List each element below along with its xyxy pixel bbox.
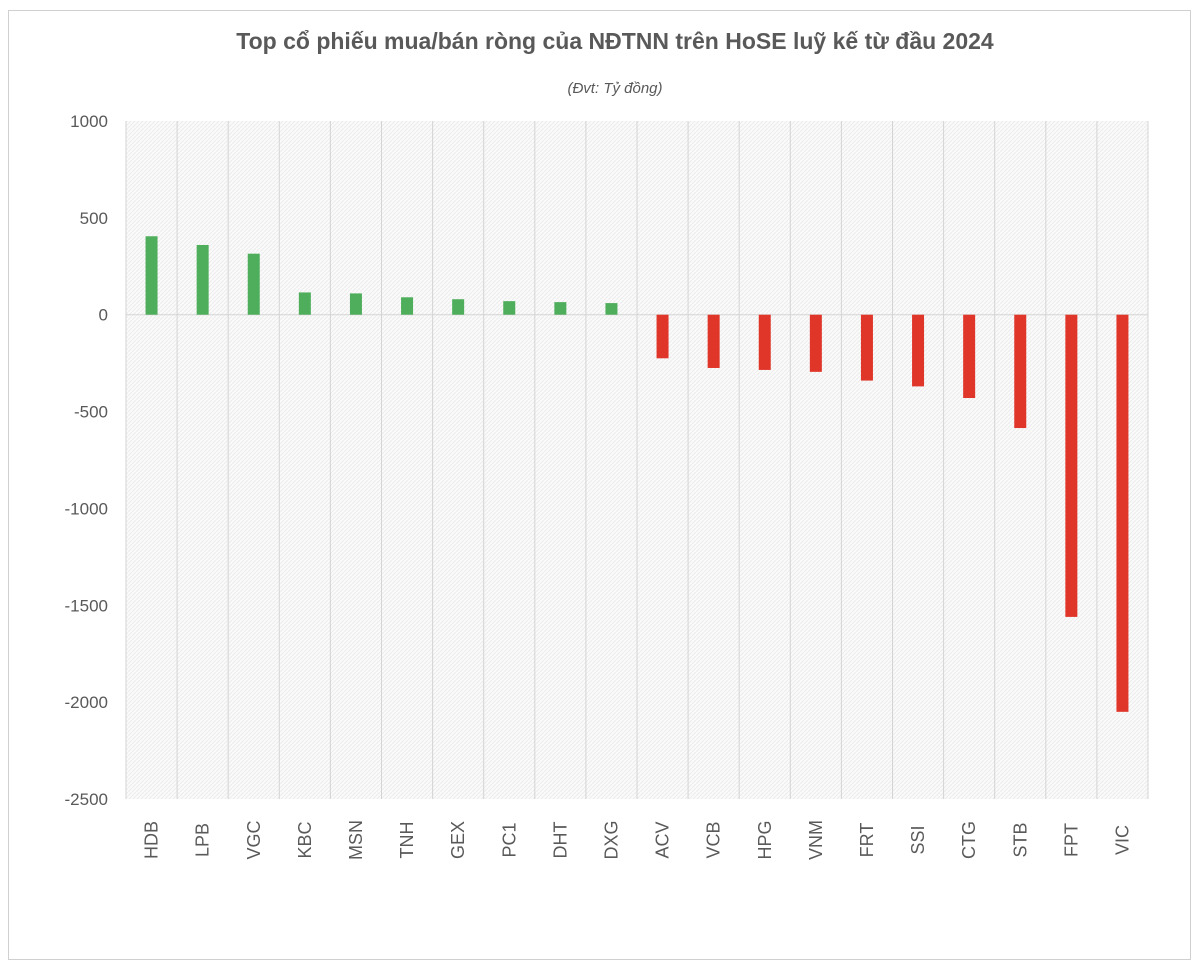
x-tick-label: FRT: [857, 823, 877, 858]
chart-title: Top cổ phiếu mua/bán ròng của NĐTNN trên…: [236, 28, 994, 54]
x-tick-label: KBC: [295, 821, 315, 858]
x-tick-label: HPG: [755, 820, 775, 859]
x-tick-label: LPB: [193, 823, 213, 857]
bar-gex: [452, 299, 465, 315]
x-tick-label: SSI: [908, 825, 928, 854]
bar-stb: [1014, 314, 1027, 429]
bar-frt: [860, 314, 873, 381]
bar-kbc: [298, 292, 311, 315]
y-tick-label: -500: [74, 403, 108, 422]
x-tick-label: CTG: [959, 821, 979, 859]
bar-ssi: [912, 314, 925, 387]
x-tick-label: ACV: [653, 821, 673, 858]
bar-acv: [656, 314, 669, 359]
bar-hpg: [758, 314, 771, 370]
x-tick-label: FPT: [1061, 823, 1081, 857]
bar-tnh: [401, 297, 414, 315]
y-tick-label: -1000: [65, 499, 108, 518]
x-tick-label: PC1: [499, 822, 519, 857]
bar-vgc: [247, 253, 260, 315]
bar-msn: [349, 293, 362, 315]
x-tick-label: TNH: [397, 822, 417, 859]
bar-lpb: [196, 244, 209, 315]
bar-vcb: [707, 314, 720, 368]
bar-pc1: [503, 301, 516, 315]
bar-hdb: [145, 236, 158, 315]
bar-vnm: [809, 314, 822, 372]
x-tick-label: DXG: [601, 820, 621, 859]
x-tick-label: VCB: [704, 821, 724, 858]
x-tick-label: STB: [1010, 822, 1030, 857]
x-tick-label: GEX: [448, 821, 468, 859]
y-tick-label: -2500: [65, 790, 108, 809]
y-tick-label: 0: [99, 306, 108, 325]
bar-fpt: [1065, 314, 1078, 617]
bar-ctg: [963, 314, 976, 399]
x-tick-label: VIC: [1112, 825, 1132, 855]
bar-vic: [1116, 314, 1129, 712]
y-tick-label: 500: [80, 209, 108, 228]
y-tick-label: 1000: [70, 112, 108, 131]
bar-dht: [554, 302, 567, 315]
x-tick-label: VNM: [806, 820, 826, 860]
chart-subtitle: (Đvt: Tỷ đồng): [567, 80, 663, 97]
bar-dxg: [605, 303, 618, 315]
y-tick-label: -1500: [65, 596, 108, 615]
x-tick-label: HDB: [142, 821, 162, 859]
x-tick-label: MSN: [346, 820, 366, 860]
y-tick-label: -2000: [65, 693, 108, 712]
x-tick-label: VGC: [244, 820, 264, 859]
x-tick-label: DHT: [550, 822, 570, 859]
